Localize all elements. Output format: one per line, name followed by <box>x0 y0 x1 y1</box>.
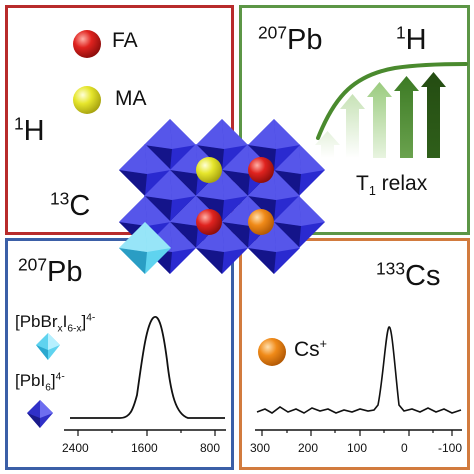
cs-spectrum-line <box>256 326 462 414</box>
arrow-icon <box>367 82 392 158</box>
perovskite-crystal <box>119 119 325 274</box>
cs-axis-ticks <box>261 430 453 436</box>
pb-axis-ticks <box>77 430 216 436</box>
magnetization-arrows <box>315 72 446 158</box>
t1-relax-label: T1 relax <box>356 172 428 199</box>
panel-fa-ma <box>5 5 234 235</box>
pb-axis-tick: 800 <box>200 441 221 455</box>
species-mixed-halide-label: [PbBrxI6-x]4- <box>15 312 96 335</box>
cs-axis-tick: 0 <box>401 441 408 455</box>
mixed-halide-octahedron-icon <box>36 333 60 360</box>
pbx6-octahedron <box>119 144 171 196</box>
mixed-halide-octahedron <box>119 222 171 274</box>
nucleus-207pb-top: 207Pb <box>258 22 323 56</box>
nucleus-1h-right: 1H <box>396 22 427 56</box>
fa-sphere-icon <box>73 30 101 58</box>
cs-axis-tick: 300 <box>250 441 271 455</box>
cs-axis-tick: 100 <box>347 441 368 455</box>
panel-lead-207 <box>5 238 234 470</box>
nucleus-133cs: 133Cs <box>376 258 441 292</box>
arrow-icon <box>315 131 340 158</box>
ma-sphere-icon <box>73 86 101 114</box>
species-iodide-label: [PbI6]4- <box>15 371 65 394</box>
a-site-cation-sphere <box>248 209 274 235</box>
panel-cesium-133 <box>239 238 470 470</box>
ma-label: MA <box>115 87 147 110</box>
arrow-icon <box>340 94 365 158</box>
cs-ion-label: Cs+ <box>294 337 328 361</box>
cs-axis-tick: -100 <box>438 441 463 455</box>
nucleus-13c: 13C <box>50 188 91 222</box>
arrow-icon <box>421 72 446 158</box>
nucleus-207pb-bottom: 207Pb <box>18 254 83 288</box>
iodide-octahedron-icon <box>27 400 53 428</box>
pb-axis-tick: 1600 <box>131 441 158 455</box>
pb-axis-tick: 2400 <box>62 441 89 455</box>
a-site-cation-sphere <box>248 157 274 183</box>
panel-relaxation <box>239 5 470 235</box>
nucleus-1h-left: 1H <box>14 113 45 147</box>
a-site-cation-sphere <box>196 209 222 235</box>
relaxation-curve <box>316 62 468 140</box>
cs-sphere-icon <box>258 338 286 366</box>
cs-axis-tick: 200 <box>298 441 319 455</box>
arrow-icon <box>394 76 419 158</box>
a-site-cation-sphere <box>196 157 222 183</box>
fa-label: FA <box>112 29 138 52</box>
pb-spectrum-line <box>70 315 225 419</box>
